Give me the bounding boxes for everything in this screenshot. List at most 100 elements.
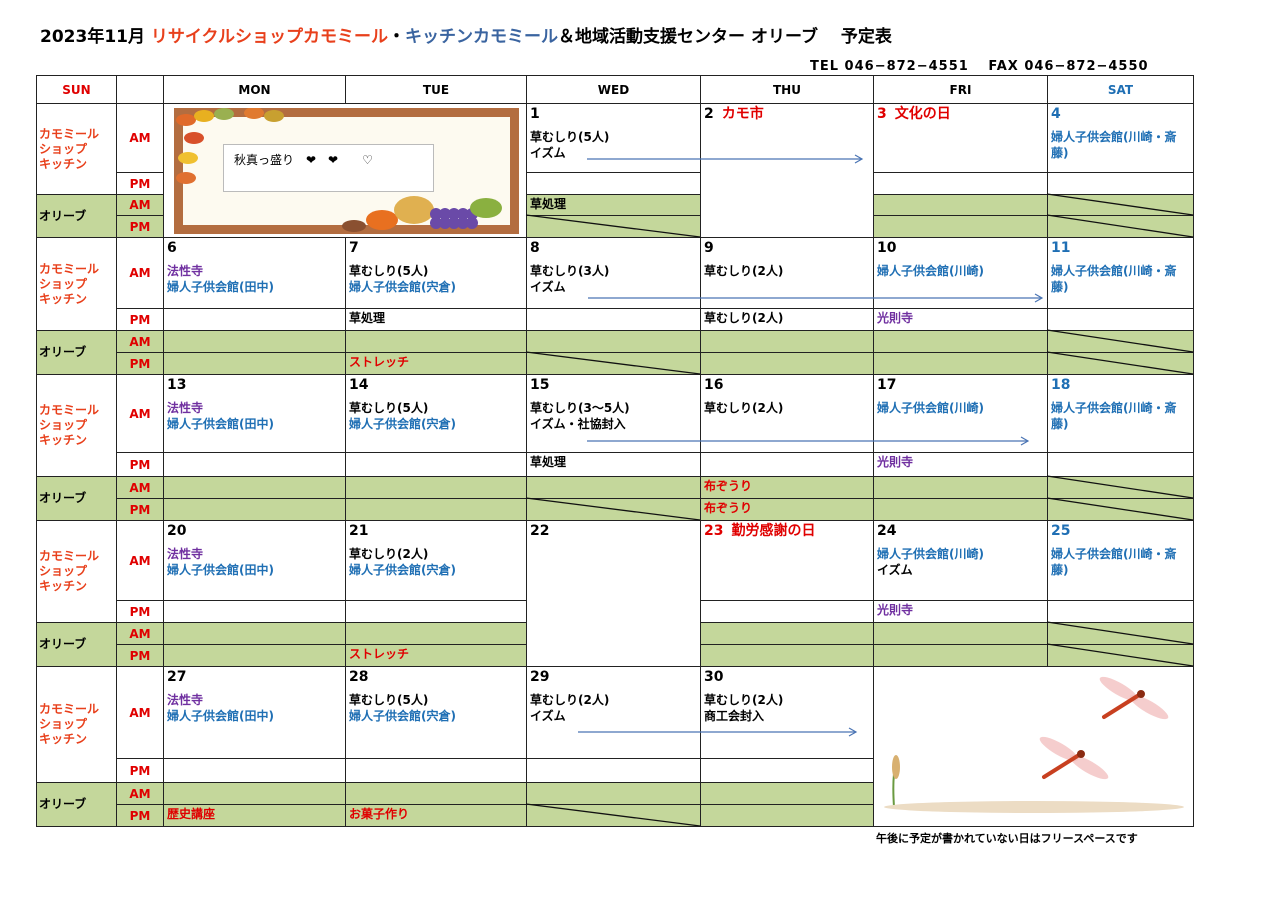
- schedule-entry: 法性寺: [167, 264, 204, 278]
- label-line: カモミール: [39, 702, 100, 716]
- pampas-grass-icon: [884, 755, 1184, 813]
- label-text: オリーブ: [39, 491, 87, 505]
- slot-label: PM: [129, 604, 151, 619]
- label-line: キッチン: [39, 579, 88, 593]
- day-number: 13: [167, 377, 187, 393]
- slot-am: AM: [116, 782, 164, 805]
- day-header: 17: [877, 376, 1044, 394]
- day-cell-olive-am: [700, 782, 874, 805]
- day-cell-pm: [163, 452, 346, 477]
- day-number: 3: [877, 106, 887, 122]
- slot-label: PM: [129, 808, 151, 823]
- dragonfly-icon: [1099, 676, 1169, 720]
- day-cell-olive-am: [163, 622, 346, 645]
- slot-am: AM: [116, 237, 164, 309]
- schedule-entry: 草むしり(3人): [530, 264, 610, 278]
- schedule-entry: 婦人子供会館(宍倉): [349, 709, 456, 723]
- schedule-entry: 婦人子供会館(田中): [167, 709, 274, 723]
- header-blank: [116, 75, 164, 104]
- slot-label: AM: [129, 553, 151, 568]
- day-header: 13: [167, 376, 342, 394]
- header-wed: WED: [526, 75, 701, 104]
- day-cell-pm: [1047, 600, 1194, 623]
- day-cell-olive-pm: [700, 804, 874, 827]
- day-header: 25: [1051, 522, 1190, 540]
- day-cell-olive-pm: お菓子作り: [345, 804, 527, 827]
- schedule-entry: 布ぞうり: [704, 479, 753, 493]
- schedule-entry: 婦人子供会館(宍倉): [349, 280, 456, 294]
- header-label: MON: [238, 82, 271, 97]
- label-line: カモミール: [39, 126, 100, 141]
- autumn-message: 秋真っ盛り ❤ ❤ ♡: [223, 144, 434, 192]
- day-header: 18: [1051, 376, 1190, 394]
- day-cell-am: 23 勤労感謝の日: [700, 520, 874, 601]
- day-header: 24: [877, 522, 1044, 540]
- day-cell-am: 10 婦人子供会館(川崎): [873, 237, 1048, 309]
- day-cell-am: 7 草むしり(5人) 婦人子供会館(宍倉): [345, 237, 527, 309]
- slot-pm: PM: [116, 352, 164, 375]
- slot-pm: PM: [116, 452, 164, 477]
- day-number: 27: [167, 669, 187, 685]
- schedule-entry: 光則寺: [877, 455, 914, 469]
- title-part: キッチンカモミール: [405, 27, 559, 47]
- schedule-entry: 法性寺: [167, 401, 204, 415]
- schedule-entry: 草処理: [530, 455, 567, 469]
- schedule-entry: ストレッチ: [349, 647, 410, 661]
- day-cell-olive-am: 草処理: [526, 194, 701, 216]
- day-cell-olive-am: [526, 476, 701, 499]
- schedule-entry: 草むしり(3～5人): [530, 401, 630, 415]
- day-cell-am: 9 草むしり(2人): [700, 237, 874, 309]
- day-cell-olive-pm: [163, 352, 346, 375]
- label-olive: オリーブ: [36, 476, 117, 521]
- schedule-entry: 光則寺: [877, 603, 914, 617]
- dragonfly-icon: [1039, 736, 1109, 780]
- entries: 法性寺 婦人子供会館(田中): [167, 400, 342, 432]
- slot-label: PM: [129, 219, 151, 234]
- label-shop-kitchen: カモミール ショップ キッチン: [36, 237, 117, 331]
- entries: 草むしり(2人) イズム: [530, 692, 697, 724]
- schedule-entry: 草むしり(2人): [704, 264, 784, 278]
- header-label: SUN: [62, 82, 91, 97]
- schedule-entry: お菓子作り: [349, 807, 410, 821]
- contact-info: TEL 046−872−4551 FAX 046−872−4550: [810, 59, 1149, 74]
- day-cell-olive-am: [873, 194, 1048, 216]
- title-part: ＆地域活動支援センター オリーブ 予定表: [558, 27, 892, 47]
- day-number: 18: [1051, 377, 1071, 393]
- label-line: ショップ: [39, 564, 88, 578]
- day-cell-olive-pm: ストレッチ: [345, 352, 527, 375]
- schedule-entry: イズム: [877, 563, 913, 577]
- day-header: 11: [1051, 239, 1190, 257]
- slot-label: PM: [129, 763, 151, 778]
- schedule-entry: 草むしり(2人): [349, 547, 429, 561]
- schedule-entry: 婦人子供会館(川崎・斎藤): [1051, 130, 1177, 160]
- day-number: 23: [704, 523, 724, 539]
- day-header: 16: [704, 376, 870, 394]
- label-line: ショップ: [39, 717, 88, 731]
- header-label: WED: [597, 82, 630, 97]
- schedule-entry: 歴史講座: [167, 807, 216, 821]
- day-cell-am: 27 法性寺 婦人子供会館(田中): [163, 666, 346, 759]
- day-title: 文化の日: [894, 106, 951, 122]
- slot-label: AM: [129, 786, 151, 801]
- day-cell-am: 13 法性寺 婦人子供会館(田中): [163, 374, 346, 453]
- slot-label: AM: [129, 705, 151, 720]
- day-number: 9: [704, 240, 714, 256]
- schedule-entry: 婦人子供会館(宍倉): [349, 417, 456, 431]
- day-cell-olive-pm: [1047, 215, 1194, 238]
- day-number: 10: [877, 240, 897, 256]
- label-olive: オリーブ: [36, 622, 117, 667]
- day-header: 10: [877, 239, 1044, 257]
- entries: 草むしり(5人) 婦人子供会館(宍倉): [349, 400, 523, 432]
- slot-am: AM: [116, 476, 164, 499]
- slot-am: AM: [116, 103, 164, 173]
- label-line: ショップ: [39, 141, 88, 156]
- page-title: 2023年11月 リサイクルショップカモミール・キッチンカモミール＆地域活動支援…: [40, 22, 892, 47]
- day-header: 2 カモ市: [704, 105, 870, 123]
- day-header: 30: [704, 668, 870, 686]
- slot-label: AM: [129, 131, 151, 145]
- schedule-entry: 婦人子供会館(川崎・斎藤): [1051, 547, 1177, 577]
- day-cell-olive-am: [163, 476, 346, 499]
- header-mon: MON: [163, 75, 346, 104]
- label-shop-kitchen: カモミール ショップ キッチン: [36, 666, 117, 783]
- header-label: TUE: [422, 82, 450, 97]
